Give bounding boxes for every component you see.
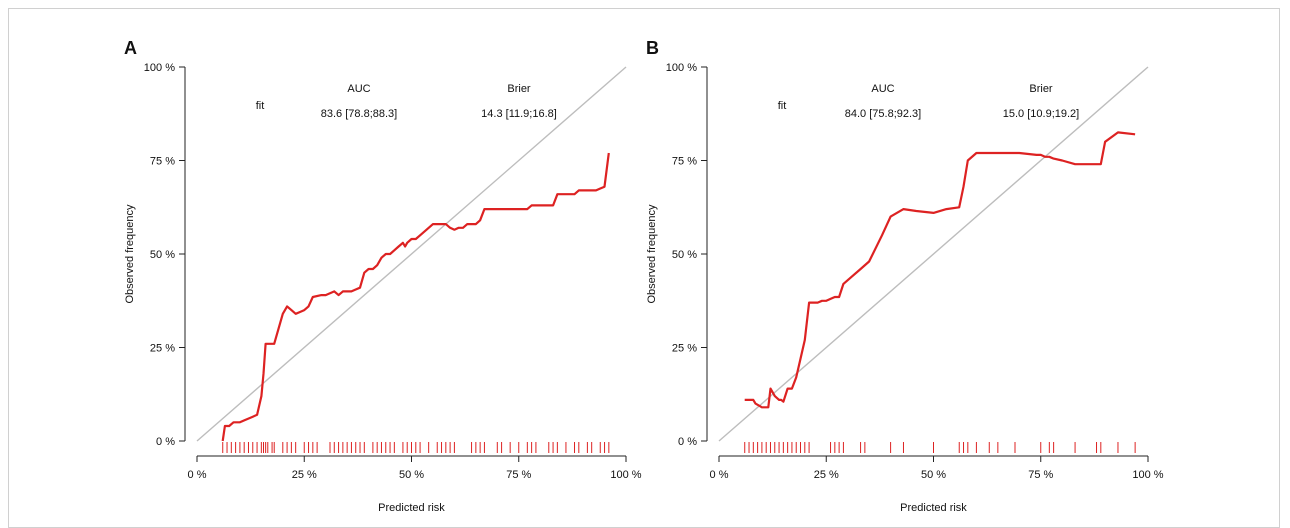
legend-auc-header: AUC <box>347 83 370 95</box>
reference-diagonal <box>196 66 627 442</box>
panel-label: A <box>124 38 137 58</box>
y-tick-label: 0 % <box>156 436 175 448</box>
y-tick-label: 50 % <box>672 249 697 261</box>
x-tick-label: 100 % <box>1132 469 1163 481</box>
reference-diagonal <box>718 66 1149 442</box>
legend-auc-value: 84.0 [75.8;92.3] <box>845 108 921 120</box>
panel-label: B <box>646 38 659 58</box>
y-tick-label: 75 % <box>150 156 175 168</box>
y-tick-label: 25 % <box>150 343 175 355</box>
y-axis-label: Observed frequency <box>646 204 658 304</box>
x-tick-label: 0 % <box>188 469 207 481</box>
y-tick-label: 50 % <box>150 249 175 261</box>
calibration-curve <box>221 152 610 442</box>
legend-auc-header: AUC <box>871 83 894 95</box>
panel-b: B 0 % 25 % 50 % 75 % 100 % Observed frequency 0… <box>646 38 1164 514</box>
y-tick-label: 100 % <box>144 62 175 74</box>
figure-frame <box>8 8 1280 528</box>
calibration-curve <box>744 131 1136 409</box>
legend-brier-value: 15.0 [10.9;19.2] <box>1003 108 1079 120</box>
y-tick-label: 100 % <box>666 62 697 74</box>
legend-brier-value: 14.3 [11.9;16.8] <box>481 108 557 120</box>
x-tick-label: 100 % <box>610 469 641 481</box>
y-tick-label: 0 % <box>678 436 697 448</box>
x-tick-label: 50 % <box>399 469 424 481</box>
x-tick-label: 25 % <box>814 469 839 481</box>
x-axis-label: Predicted risk <box>378 502 445 514</box>
x-axis-label: Predicted risk <box>900 502 967 514</box>
legend-brier-header: Brier <box>507 83 531 95</box>
legend-row-label: fit <box>778 100 787 112</box>
legend-auc-value: 83.6 [78.8;88.3] <box>321 108 397 120</box>
legend-row-label: fit <box>256 100 265 112</box>
x-tick-label: 75 % <box>1028 469 1053 481</box>
y-axis-label: Observed frequency <box>124 204 136 304</box>
y-tick-label: 75 % <box>672 156 697 168</box>
x-tick-label: 50 % <box>921 469 946 481</box>
x-tick-label: 75 % <box>506 469 531 481</box>
legend-brier-header: Brier <box>1029 83 1053 95</box>
x-tick-label: 25 % <box>292 469 317 481</box>
y-tick-label: 25 % <box>672 343 697 355</box>
x-tick-label: 0 % <box>710 469 729 481</box>
panel-a: A 0 % 25 % 50 % 75 % 100 % Observed frequency 0… <box>124 38 642 514</box>
